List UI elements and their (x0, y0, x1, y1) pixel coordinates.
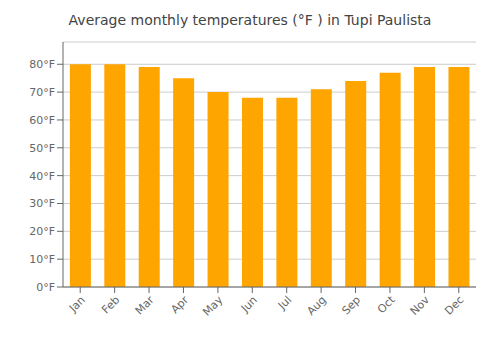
html-text:Average monthly temperatures (: Average monthly temperatures (°F ) in Tu… (68, 12, 432, 28)
svg-text:May: May (200, 293, 226, 319)
svg-text:Sep: Sep (339, 293, 363, 317)
svg-text:70°F: 70°F (29, 86, 55, 99)
svg-text:Feb: Feb (99, 293, 122, 316)
svg-text:Oct: Oct (375, 293, 398, 316)
svg-text:40°F: 40°F (29, 170, 55, 183)
svg-text:Aug: Aug (304, 293, 328, 317)
svg-text:60°F: 60°F (29, 114, 55, 127)
svg-text:80°F: 80°F (29, 58, 55, 71)
svg-text:Jan: Jan (66, 293, 88, 315)
svg-text:Mar: Mar (133, 293, 157, 317)
svg-text:Nov: Nov (408, 293, 433, 318)
svg-text:0°F: 0°F (36, 281, 55, 294)
svg-text:10°F: 10°F (29, 253, 55, 266)
svg-text:Jun: Jun (238, 293, 260, 315)
svg-text:30°F: 30°F (29, 197, 55, 210)
svg-text:Apr: Apr (168, 293, 191, 316)
svg-text:20°F: 20°F (29, 225, 55, 238)
svg-text:50°F: 50°F (29, 142, 55, 155)
svg-text:Dec: Dec (442, 293, 466, 317)
svg-text:Jul: Jul (275, 293, 294, 312)
